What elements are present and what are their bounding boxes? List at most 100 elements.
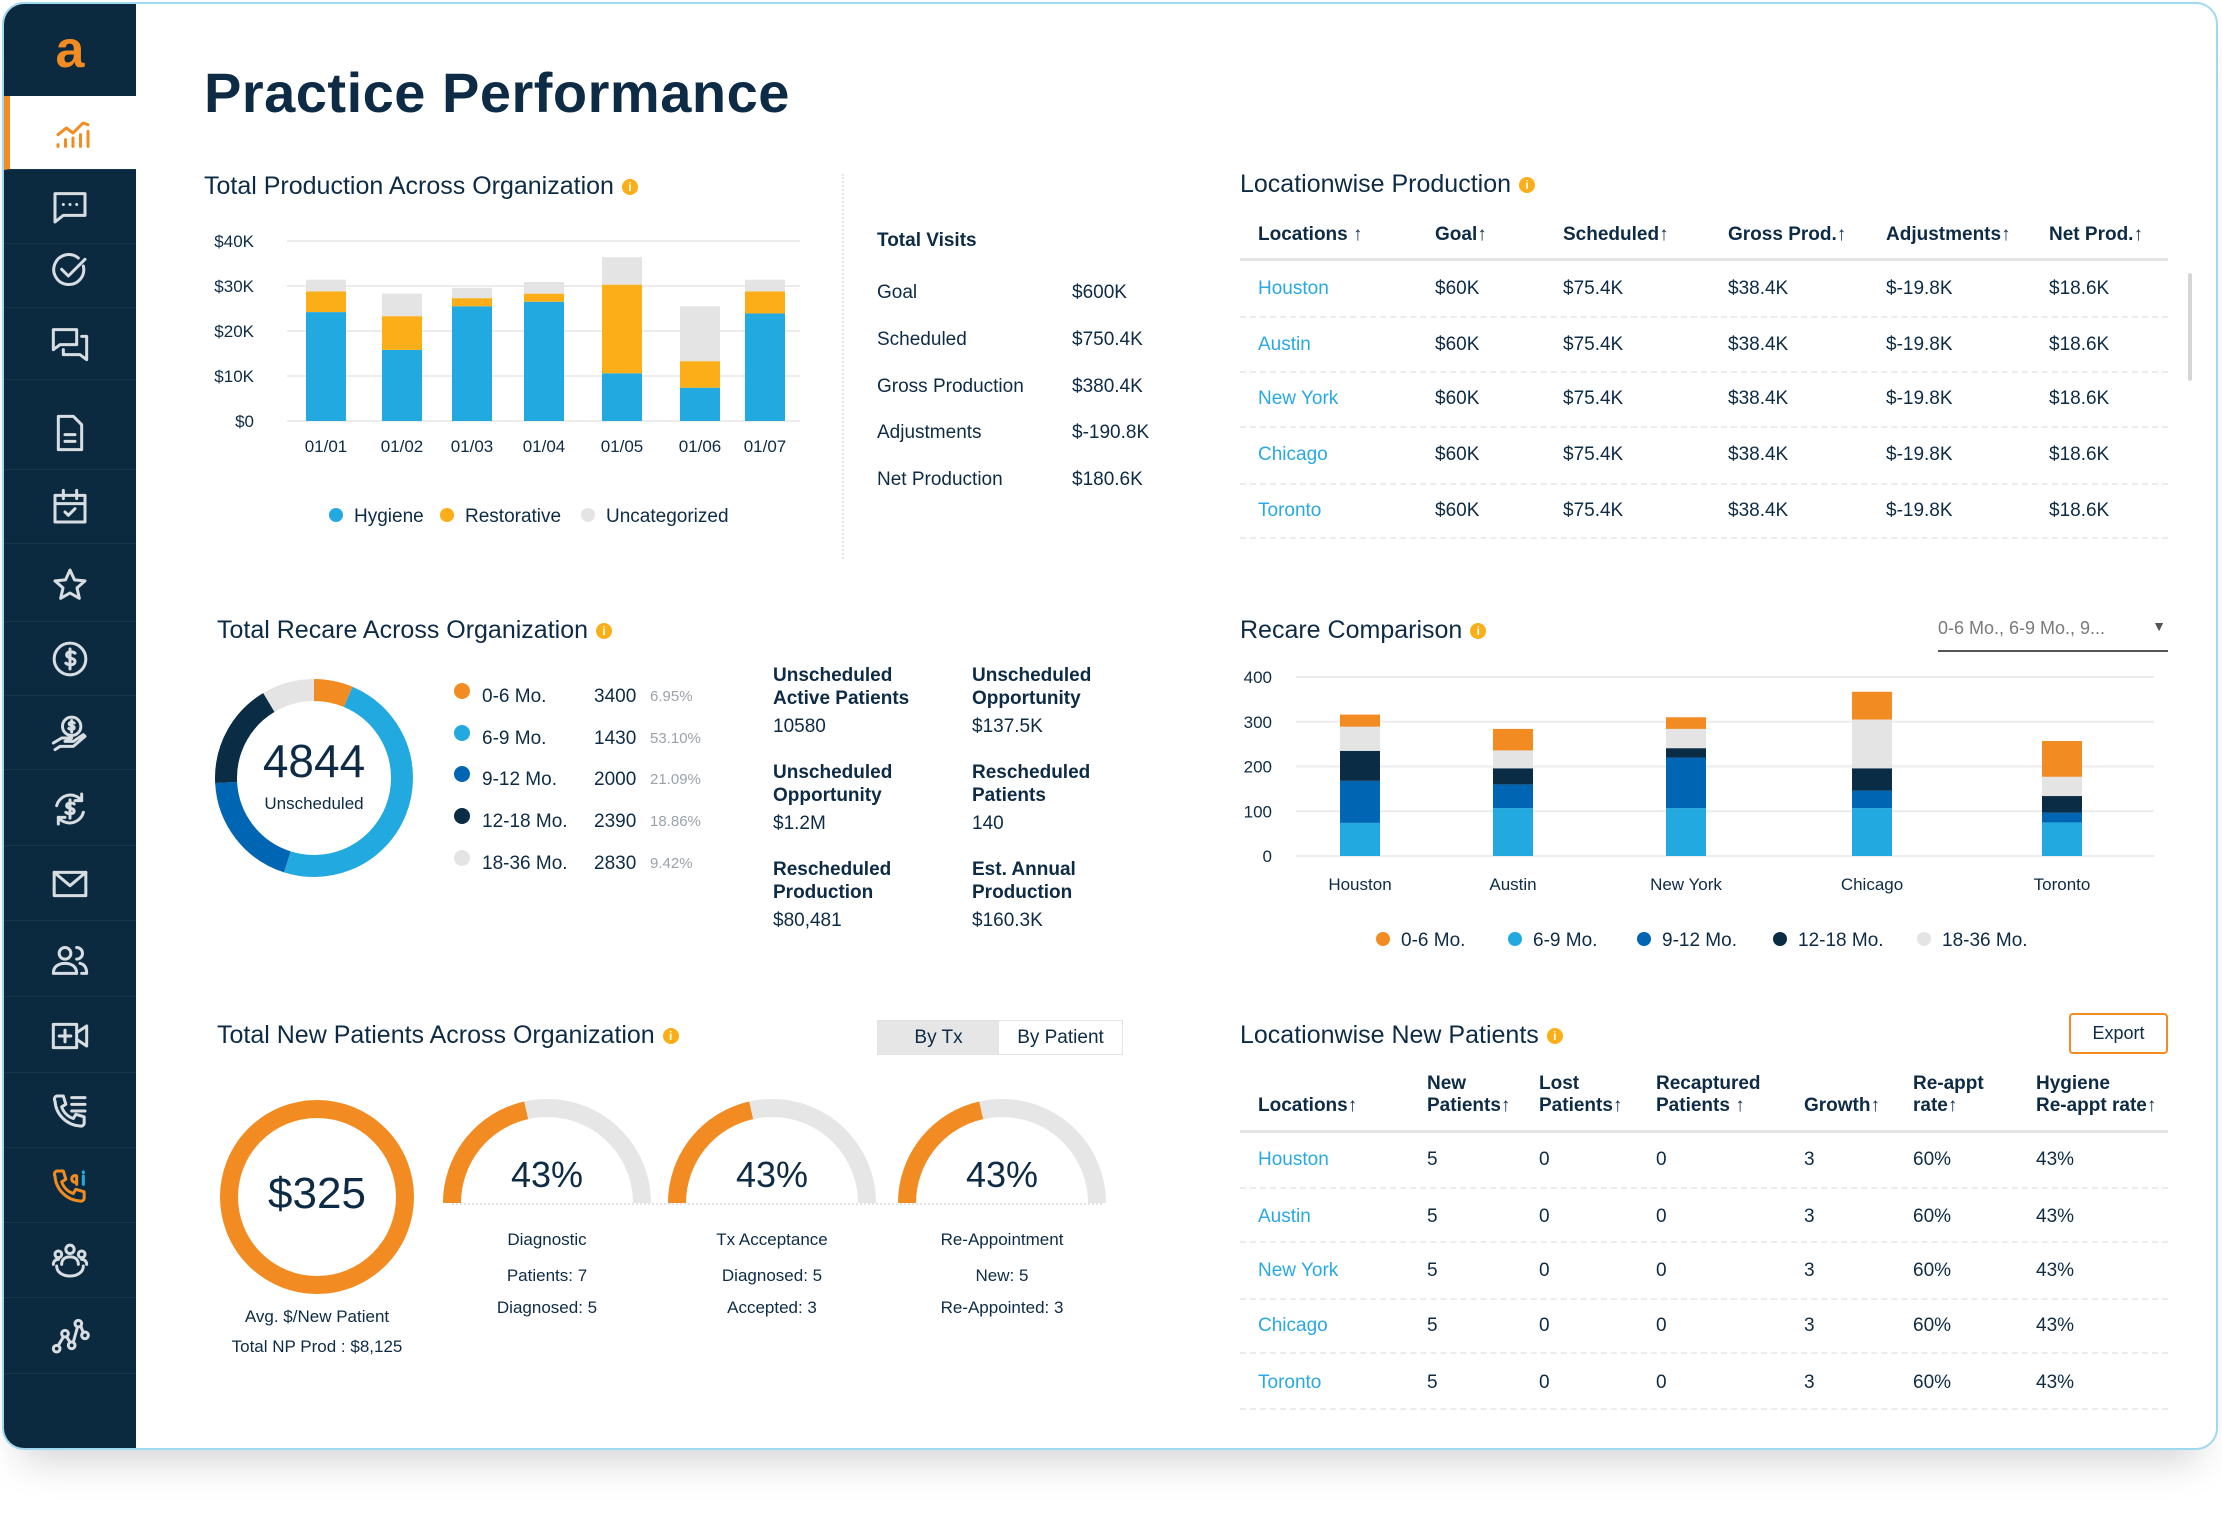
sidebar-item-mail[interactable] — [4, 847, 136, 921]
bar-segment-hygiene[interactable] — [680, 387, 720, 421]
bar-segment-restorative[interactable] — [602, 284, 642, 374]
bar-segment-12-18-mo-[interactable] — [1666, 748, 1706, 758]
bar-segment-uncategorized[interactable] — [524, 281, 564, 294]
bar-segment-hygiene[interactable] — [452, 306, 492, 421]
bar-segment-hygiene[interactable] — [524, 301, 564, 421]
bar-segment-restorative[interactable] — [524, 293, 564, 302]
bar-segment-9-12-mo-[interactable] — [1340, 780, 1380, 823]
sidebar-item-document[interactable] — [4, 396, 136, 470]
column-header[interactable]: Locations ↑ — [1258, 224, 1363, 245]
column-header[interactable]: Locations↑ — [1258, 1095, 1358, 1116]
sidebar-item-chat-bubble[interactable] — [4, 170, 136, 244]
column-header[interactable]: Net Prod.↑ — [2049, 224, 2143, 245]
donut-segment-6-9-mo-[interactable] — [215, 679, 413, 877]
bar-segment-restorative[interactable] — [745, 291, 785, 314]
sidebar-item-hand-dollar[interactable] — [4, 696, 136, 770]
info-icon[interactable]: i — [662, 1027, 679, 1044]
location-link[interactable]: Houston — [1258, 1149, 1329, 1170]
by-tx-toggle[interactable]: By Tx — [878, 1021, 999, 1054]
bar-segment-9-12-mo-[interactable] — [1666, 757, 1706, 809]
bar-segment-18-36-mo-[interactable] — [1666, 728, 1706, 749]
location-link[interactable]: New York — [1258, 1260, 1339, 1281]
sidebar-item-users[interactable] — [4, 923, 136, 997]
sidebar-item-video-add[interactable] — [4, 999, 136, 1073]
bar-segment-uncategorized[interactable] — [602, 257, 642, 285]
column-header[interactable]: Growth↑ — [1804, 1095, 1880, 1116]
location-link[interactable]: Toronto — [1258, 1372, 1322, 1393]
bar-segment-0-6-mo-[interactable] — [2042, 740, 2082, 777]
column-header[interactable]: Gross Prod.↑ — [1728, 224, 1847, 245]
info-icon[interactable]: i — [596, 622, 613, 639]
bar-segment-18-36-mo-[interactable] — [1852, 719, 1892, 769]
bar-segment-12-18-mo-[interactable] — [1852, 768, 1892, 791]
location-link[interactable]: New York — [1258, 388, 1339, 409]
bar-segment-hygiene[interactable] — [382, 349, 422, 421]
bar-segment-uncategorized[interactable] — [306, 279, 346, 292]
bar-segment-hygiene[interactable] — [602, 373, 642, 421]
column-header[interactable]: Adjustments↑ — [1886, 224, 2011, 245]
sidebar-item-ai-phone[interactable] — [4, 1149, 136, 1223]
bar-segment-6-9-mo-[interactable] — [1493, 808, 1533, 856]
bar-segment-18-36-mo-[interactable] — [2042, 776, 2082, 797]
bar-segment-0-6-mo-[interactable] — [1666, 717, 1706, 729]
table-scrollbar[interactable] — [2188, 273, 2192, 381]
info-icon[interactable]: i — [1519, 176, 1535, 193]
sidebar-item-phone-list[interactable] — [4, 1074, 136, 1148]
bar-segment-6-9-mo-[interactable] — [1666, 808, 1706, 856]
age-filter-dropdown[interactable]: 0-6 Mo., 6-9 Mo., 9... ▼ — [1938, 618, 2168, 652]
sidebar-item-dollar-circle[interactable] — [4, 622, 136, 696]
sidebar-item-dollar-refresh[interactable] — [4, 772, 136, 846]
bar-segment-9-12-mo-[interactable] — [1493, 784, 1533, 809]
bar-segment-restorative[interactable] — [382, 316, 422, 350]
bar-segment-hygiene[interactable] — [306, 312, 346, 421]
location-link[interactable]: Chicago — [1258, 444, 1328, 465]
sidebar-item-team[interactable] — [4, 1224, 136, 1298]
app-logo[interactable]: a — [55, 21, 85, 79]
bar-segment-12-18-mo-[interactable] — [2042, 796, 2082, 813]
sidebar-item-conversation[interactable] — [4, 306, 136, 380]
bar-segment-restorative[interactable] — [452, 298, 492, 307]
sidebar-item-calendar-check[interactable] — [4, 470, 136, 544]
bar-segment-9-12-mo-[interactable] — [1852, 790, 1892, 809]
column-header[interactable]: Goal↑ — [1435, 224, 1487, 245]
bar-segment-restorative[interactable] — [306, 291, 346, 313]
by-patient-toggle[interactable]: By Patient — [999, 1021, 1122, 1054]
column-header[interactable]: Hygiene Re-appt rate↑ — [2036, 1073, 2157, 1116]
bar-segment-0-6-mo-[interactable] — [1340, 714, 1380, 727]
bar-segment-9-12-mo-[interactable] — [2042, 812, 2082, 823]
export-button[interactable]: Export — [2069, 1013, 2168, 1054]
info-icon[interactable]: i — [1546, 1027, 1563, 1044]
bar-segment-6-9-mo-[interactable] — [1852, 808, 1892, 856]
column-header[interactable]: Re-appt rate↑ — [1913, 1073, 1984, 1116]
sidebar-item-star[interactable] — [4, 548, 136, 622]
info-icon[interactable]: i — [621, 178, 638, 195]
bar-segment-0-6-mo-[interactable] — [1852, 691, 1892, 720]
bar-segment-18-36-mo-[interactable] — [1340, 726, 1380, 751]
bar-segment-uncategorized[interactable] — [745, 279, 785, 292]
info-icon[interactable]: i — [1470, 622, 1487, 639]
sidebar-item-check-circle[interactable] — [4, 234, 136, 308]
bar-segment-18-36-mo-[interactable] — [1493, 750, 1533, 769]
column-header[interactable]: New Patients↑ — [1427, 1073, 1511, 1116]
bar-segment-12-18-mo-[interactable] — [1493, 768, 1533, 785]
bar-segment-hygiene[interactable] — [745, 313, 785, 421]
location-link[interactable]: Toronto — [1258, 500, 1322, 521]
bar-segment-uncategorized[interactable] — [382, 293, 422, 317]
donut-segment-18-36-mo-[interactable] — [215, 679, 413, 877]
bar-segment-uncategorized[interactable] — [680, 306, 720, 362]
bar-segment-restorative[interactable] — [680, 361, 720, 388]
sidebar-item-workflow[interactable] — [4, 1300, 136, 1374]
bar-segment-12-18-mo-[interactable] — [1340, 750, 1380, 781]
location-link[interactable]: Houston — [1258, 278, 1329, 299]
bar-segment-6-9-mo-[interactable] — [2042, 822, 2082, 856]
donut-segment-12-18-mo-[interactable] — [215, 679, 413, 877]
location-link[interactable]: Austin — [1258, 1206, 1311, 1227]
bar-segment-0-6-mo-[interactable] — [1493, 728, 1533, 751]
location-link[interactable]: Austin — [1258, 334, 1311, 355]
column-header[interactable]: Recaptured Patients ↑ — [1656, 1073, 1761, 1116]
column-header[interactable]: Lost Patients↑ — [1539, 1073, 1623, 1116]
column-header[interactable]: Scheduled↑ — [1563, 224, 1669, 245]
bar-segment-6-9-mo-[interactable] — [1340, 822, 1380, 856]
bar-segment-uncategorized[interactable] — [452, 287, 492, 299]
location-link[interactable]: Chicago — [1258, 1315, 1328, 1336]
